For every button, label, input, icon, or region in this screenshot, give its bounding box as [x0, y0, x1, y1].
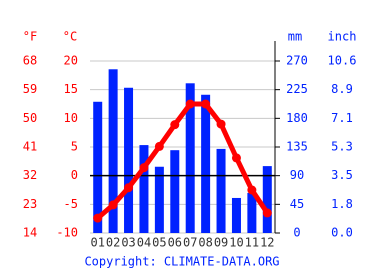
precip-bar [247, 192, 257, 233]
precip-bar [154, 166, 164, 233]
precip-bar [139, 145, 149, 233]
mm-tick-label: 225 [286, 82, 308, 96]
inch-tick-label: 3.5 [331, 168, 353, 182]
temp-point [108, 200, 118, 210]
c-tick-label: 0 [71, 168, 78, 182]
x-tick-label: 11 [245, 236, 259, 250]
temp-line [96, 101, 270, 220]
mm-tick-label: 180 [286, 111, 308, 125]
temp-point [231, 153, 241, 163]
c-unit: °C [63, 30, 77, 44]
precip-bar [170, 150, 180, 233]
copyright: Copyright: CLIMATE-DATA.ORG [84, 255, 279, 269]
temp-point [93, 213, 103, 223]
mm-tick-label: 135 [286, 140, 308, 154]
mm-tick-label: 90 [290, 168, 304, 182]
precip-bar [124, 87, 134, 233]
x-tick-label: 06 [168, 236, 182, 250]
f-tick-label: 32 [23, 168, 37, 182]
x-tick-label: 03 [121, 236, 135, 250]
temp-point [201, 99, 211, 109]
x-tick-label: 08 [198, 236, 212, 250]
f-tick-label: 59 [23, 82, 37, 96]
c-tick-label: 10 [64, 111, 78, 125]
temp-point [139, 163, 149, 173]
inch-tick-label: 1.8 [331, 197, 353, 211]
temp-point [262, 208, 272, 218]
c-tick-label: -5 [64, 197, 78, 211]
precip-bar [201, 94, 211, 233]
c-tick-label: -10 [56, 226, 78, 240]
f-tick-label: 14 [23, 226, 37, 240]
c-tick-label: 15 [64, 82, 78, 96]
c-tick-label: 5 [71, 140, 78, 154]
c-tick-label: 20 [64, 54, 78, 68]
x-tick-label: 05 [152, 236, 166, 250]
precip-bar [93, 101, 103, 233]
x-tick-label: 07 [183, 236, 197, 250]
mm-tick-label: 0 [293, 226, 300, 240]
mm-unit: mm [288, 30, 302, 44]
f-unit: °F [23, 30, 37, 44]
f-tick-label: 50 [23, 111, 37, 125]
temp-point [154, 141, 164, 151]
precip-bar [231, 197, 241, 233]
temp-point [247, 185, 257, 195]
precip-bar [185, 83, 195, 233]
x-tick-label: 09 [214, 236, 228, 250]
temp-point [124, 183, 134, 193]
f-tick-label: 23 [23, 197, 37, 211]
x-tick-label: 01 [90, 236, 104, 250]
f-tick-label: 68 [23, 54, 37, 68]
precip-bar [262, 166, 272, 233]
precip-bar [216, 148, 226, 233]
inch-unit: inch [328, 30, 357, 44]
inch-tick-label: 5.3 [331, 140, 353, 154]
f-tick-label: 41 [23, 140, 37, 154]
x-tick-label: 12 [260, 236, 274, 250]
inch-tick-label: 10.6 [328, 54, 357, 68]
x-tick-label: 02 [106, 236, 120, 250]
inch-tick-label: 0.0 [331, 226, 353, 240]
precip-bar [108, 69, 118, 233]
mm-tick-label: 45 [290, 197, 304, 211]
inch-tick-label: 8.9 [331, 82, 353, 96]
temp-point [185, 99, 195, 109]
inch-tick-label: 7.1 [331, 111, 353, 125]
x-tick-label: 10 [229, 236, 243, 250]
temp-point [216, 119, 226, 129]
temp-point [170, 120, 180, 130]
x-tick-label: 04 [137, 236, 151, 250]
mm-tick-label: 270 [286, 54, 308, 68]
